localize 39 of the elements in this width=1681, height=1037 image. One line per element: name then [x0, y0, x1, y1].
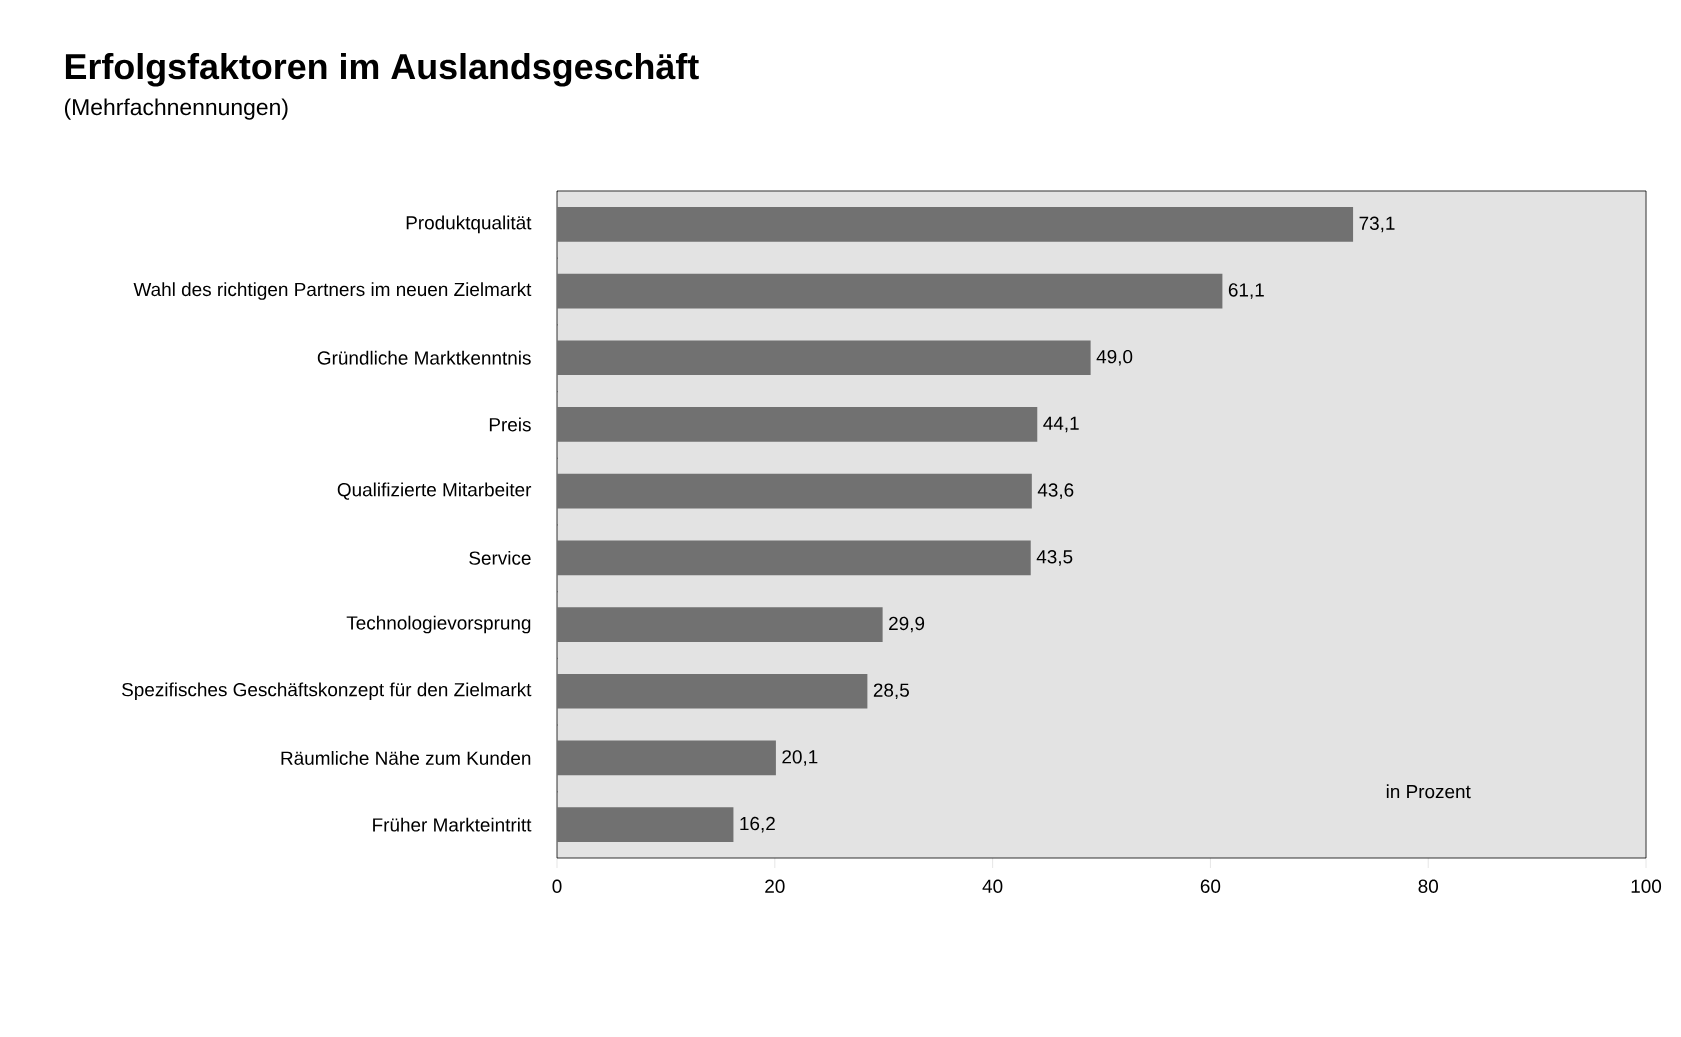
- y-tick-label: Räumliche Nähe zum Kunden: [281, 751, 531, 765]
- x-tick-label: 100: [1631, 879, 1662, 893]
- data-label: 43,6: [1037, 483, 1074, 499]
- x-tick-label: 0: [552, 879, 562, 893]
- data-label: 16,2: [740, 816, 775, 833]
- bar: [557, 407, 1038, 442]
- chart-title: Erfolgsfaktoren im Auslandsgeschäft: [65, 53, 699, 87]
- bar: [557, 473, 1032, 509]
- x-tick-label: 20: [765, 879, 785, 893]
- y-tick-label: Technologievorsprung: [346, 615, 531, 634]
- bar: [557, 807, 734, 842]
- data-label: 49,0: [1096, 349, 1133, 366]
- y-tick-label: Produktqualität: [406, 215, 532, 234]
- annotation: in Prozent: [1386, 784, 1471, 799]
- data-label: 61,1: [1228, 283, 1264, 299]
- y-tick-label: Qualifizierte Mitarbeiter: [337, 482, 532, 500]
- text: (Mehrfachnennungen): [64, 98, 288, 120]
- x-tick-label: 60: [1200, 879, 1221, 893]
- y-tick-label: Preis: [489, 417, 531, 432]
- bar: [557, 607, 883, 642]
- data-label: 28,5: [873, 683, 909, 700]
- y-tick-label: Gründliche Marktkenntnis: [317, 350, 531, 365]
- bar: [557, 540, 1031, 576]
- y-tick-label: Wahl des richtigen Partners im neuen Zielmarkt: [133, 282, 532, 300]
- data-label: 43,5: [1036, 550, 1073, 566]
- x-tick-label: 80: [1418, 879, 1438, 893]
- y-tick-label: Spezifisches Geschäftskonzept für den Zielmarkt: [122, 682, 532, 701]
- bar: [557, 740, 776, 776]
- data-label: 20,1: [782, 750, 818, 766]
- data-label: 44,1: [1043, 416, 1079, 433]
- data-label: 73,1: [1359, 216, 1395, 233]
- bar: [557, 273, 1223, 309]
- bar: [557, 207, 1354, 242]
- bar: [557, 340, 1091, 376]
- bar: [557, 673, 868, 709]
- y-tick-label: Früher Markteintritt: [373, 817, 532, 832]
- y-tick-label: Service: [469, 550, 531, 565]
- x-tick-label: 40: [982, 879, 1003, 893]
- data-label: 29,9: [889, 616, 925, 633]
